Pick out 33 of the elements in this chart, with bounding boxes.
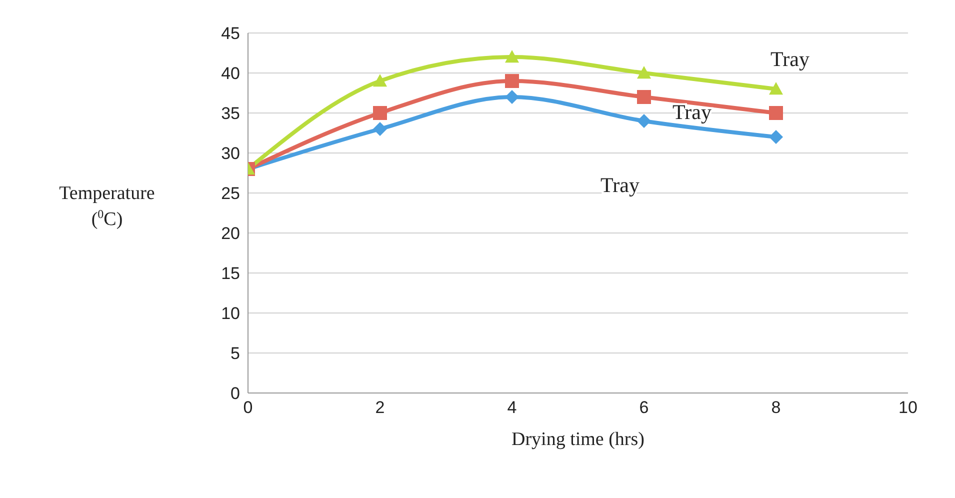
point <box>505 74 519 88</box>
point <box>769 82 783 95</box>
point <box>373 74 387 87</box>
y-tick-label: 25 <box>221 184 240 204</box>
x-tick-label: 0 <box>243 398 253 418</box>
y-tick-label: 30 <box>221 144 240 164</box>
y-tick-label: 35 <box>221 104 240 124</box>
y-tick-label: 15 <box>221 264 240 284</box>
x-axis-title: Drying time (hrs) <box>512 429 644 450</box>
point <box>637 90 651 104</box>
point <box>637 114 651 128</box>
point <box>769 106 783 120</box>
point <box>373 106 387 120</box>
point <box>769 130 783 144</box>
y-tick-label: 10 <box>221 304 240 324</box>
x-tick-label: 6 <box>639 398 649 418</box>
y-tick-label: 20 <box>221 224 240 244</box>
x-tick-label: 10 <box>898 398 918 418</box>
text: Tray <box>600 173 640 197</box>
point <box>373 122 387 136</box>
x-tick-label: 4 <box>507 398 517 418</box>
y-tick-label: 45 <box>221 24 240 44</box>
y-tick-label: 5 <box>230 344 240 364</box>
point <box>505 50 519 63</box>
x-tick-label: 8 <box>771 398 781 418</box>
x-tick-label: 2 <box>375 398 385 418</box>
point <box>637 66 651 79</box>
series-label: Tray <box>770 47 810 71</box>
y-tick-label: 40 <box>221 64 240 84</box>
series-label: Tray <box>672 100 712 124</box>
y-tick-label: 0 <box>230 384 240 404</box>
y-axis-title: Temperature ($^{0}$C) <box>59 183 155 230</box>
point <box>505 90 519 104</box>
